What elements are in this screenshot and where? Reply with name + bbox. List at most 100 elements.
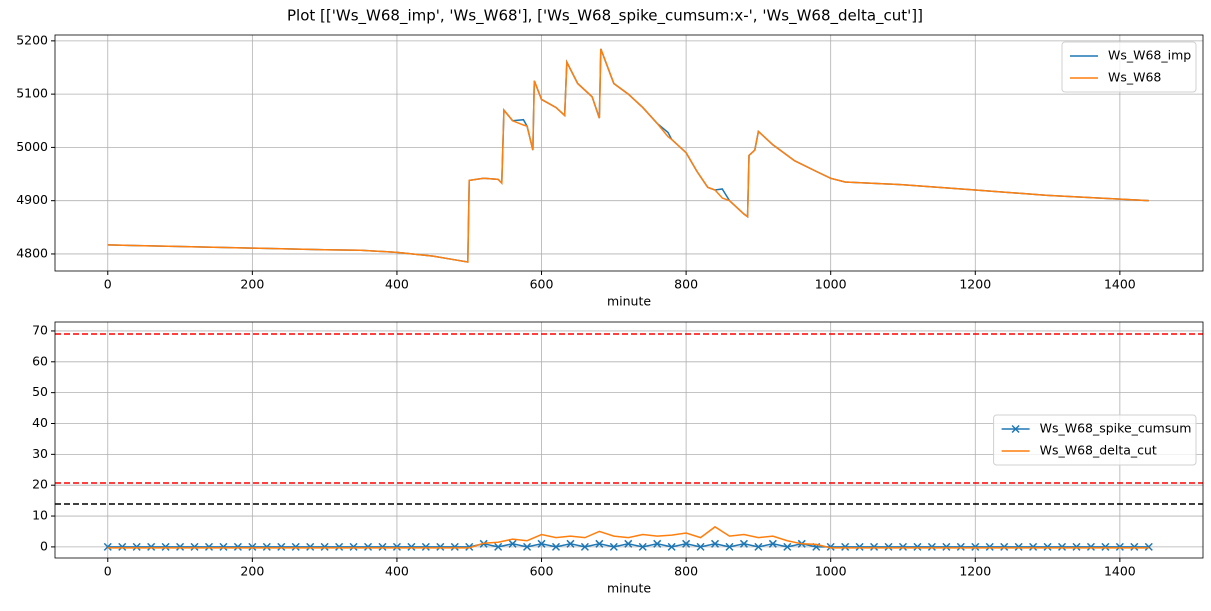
marker xyxy=(826,542,835,551)
marker xyxy=(624,539,633,548)
y-tick-label: 10 xyxy=(32,508,48,523)
y-tick-label: 40 xyxy=(32,415,48,430)
x-tick-label: 1000 xyxy=(815,564,847,579)
x-tick-label: 200 xyxy=(240,277,264,292)
x-tick-label: 0 xyxy=(104,277,112,292)
marker xyxy=(1043,542,1052,551)
marker xyxy=(1101,542,1110,551)
marker xyxy=(913,542,922,551)
y-tick-label: 5000 xyxy=(16,139,48,154)
marker xyxy=(783,542,792,551)
x-tick-label: 400 xyxy=(385,564,409,579)
marker xyxy=(768,539,777,548)
marker xyxy=(696,542,705,551)
legend-label: Ws_W68_imp xyxy=(1108,48,1191,63)
marker xyxy=(204,542,214,551)
legend-marker xyxy=(1011,424,1020,434)
marker xyxy=(233,542,242,551)
marker xyxy=(551,542,561,551)
legend-label: Ws_W68 xyxy=(1108,70,1161,85)
x-tick-label: 1200 xyxy=(959,277,991,292)
x-tick-label: 1400 xyxy=(1104,277,1136,292)
y-tick-label: 5100 xyxy=(16,86,48,101)
marker xyxy=(870,542,879,551)
marker xyxy=(1014,542,1023,551)
marker xyxy=(1144,542,1153,551)
marker xyxy=(494,542,503,551)
marker xyxy=(392,542,401,551)
marker xyxy=(407,542,416,551)
marker xyxy=(1057,542,1067,551)
x-tick-label: 200 xyxy=(240,564,264,579)
marker xyxy=(927,542,936,551)
marker xyxy=(725,542,734,551)
marker xyxy=(653,539,662,548)
marker xyxy=(1072,542,1081,551)
marker xyxy=(898,542,908,551)
legend-box xyxy=(1061,41,1197,93)
marker xyxy=(378,542,387,551)
y-tick-label: 20 xyxy=(32,477,48,492)
x-tick-label: 1400 xyxy=(1104,564,1136,579)
marker xyxy=(190,542,199,551)
legend-label: Ws_W68_delta_cut xyxy=(1040,443,1157,458)
marker xyxy=(942,542,951,551)
marker xyxy=(855,542,864,551)
marker xyxy=(523,542,532,551)
marker xyxy=(219,542,228,551)
marker xyxy=(465,542,474,551)
x-tick-label: 800 xyxy=(674,277,698,292)
marker xyxy=(971,542,980,551)
y-tick-label: 50 xyxy=(32,384,48,399)
marker xyxy=(132,542,141,551)
marker xyxy=(320,542,329,551)
marker xyxy=(248,542,257,551)
x-axis-label: minute xyxy=(607,294,651,309)
y-tick-label: 5200 xyxy=(16,32,48,47)
marker xyxy=(335,542,344,551)
x-tick-label: 0 xyxy=(104,564,112,579)
marker xyxy=(161,542,170,551)
series-line xyxy=(107,48,1149,263)
marker xyxy=(450,542,459,551)
marker xyxy=(1000,542,1009,551)
marker xyxy=(118,542,127,551)
marker xyxy=(277,542,286,551)
marker xyxy=(884,542,893,551)
axes-frame xyxy=(54,321,1204,559)
marker xyxy=(349,542,358,551)
marker xyxy=(436,542,445,551)
marker xyxy=(262,542,271,551)
axes-frame xyxy=(54,34,1204,272)
marker xyxy=(710,539,720,548)
x-tick-label: 1200 xyxy=(959,564,991,579)
marker xyxy=(508,539,517,548)
marker xyxy=(147,542,156,551)
marker xyxy=(537,539,546,548)
y-tick-label: 60 xyxy=(32,353,48,368)
marker xyxy=(956,542,965,551)
y-tick-label: 70 xyxy=(32,322,48,337)
marker xyxy=(682,539,691,548)
x-tick-label: 1000 xyxy=(815,277,847,292)
marker xyxy=(176,542,185,551)
marker xyxy=(841,542,850,551)
y-tick-label: 4900 xyxy=(16,192,48,207)
marker xyxy=(595,539,604,548)
marker xyxy=(985,542,994,551)
legend-label: Ws_W68_spike_cumsum xyxy=(1040,421,1192,436)
marker xyxy=(566,539,575,548)
marker xyxy=(1115,542,1124,551)
y-tick-label: 0 xyxy=(40,538,48,553)
legend-box xyxy=(993,414,1197,466)
marker xyxy=(609,542,618,551)
marker xyxy=(291,542,300,551)
x-tick-label: 600 xyxy=(530,277,554,292)
marker xyxy=(638,542,647,551)
x-tick-label: 600 xyxy=(530,564,554,579)
y-tick-label: 4800 xyxy=(16,245,48,260)
y-tick-label: 30 xyxy=(32,446,48,461)
marker xyxy=(363,542,373,551)
marker xyxy=(739,539,748,548)
